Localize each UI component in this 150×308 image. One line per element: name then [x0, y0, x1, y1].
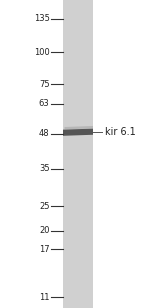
- Text: 75: 75: [39, 80, 50, 89]
- Text: 135: 135: [34, 14, 50, 23]
- Bar: [63, 0, 93, 308]
- Text: 35: 35: [39, 164, 50, 173]
- Text: 11: 11: [39, 293, 50, 302]
- Text: kir 6.1: kir 6.1: [105, 127, 136, 137]
- Text: 17: 17: [39, 245, 50, 253]
- Polygon shape: [63, 129, 93, 136]
- Text: 48: 48: [39, 129, 50, 138]
- Text: 20: 20: [39, 226, 50, 236]
- Text: 63: 63: [39, 99, 50, 108]
- Text: 25: 25: [39, 202, 50, 211]
- Text: 100: 100: [34, 48, 50, 57]
- Polygon shape: [64, 126, 93, 129]
